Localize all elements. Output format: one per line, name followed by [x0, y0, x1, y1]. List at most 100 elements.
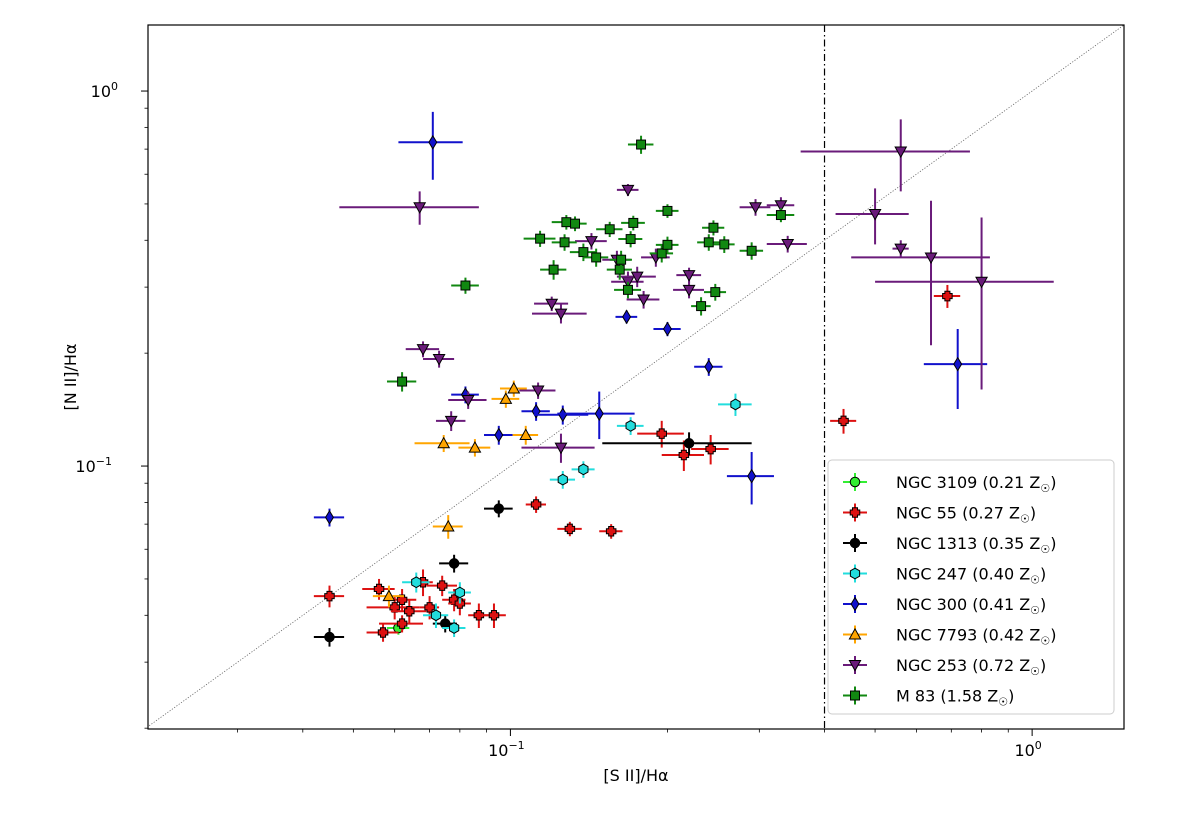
data-point [676, 267, 702, 283]
data-point [313, 627, 345, 647]
point-marker [894, 146, 908, 159]
point-marker [704, 359, 714, 375]
legend-entry: NGC 7793 (0.42 Z☉) [843, 625, 1056, 648]
point-marker [396, 618, 408, 629]
data-point [448, 391, 487, 409]
point-marker [621, 184, 635, 197]
data-point [739, 199, 771, 216]
data-point [525, 496, 546, 513]
point-marker [894, 243, 908, 256]
point-marker [749, 202, 762, 214]
data-point [540, 260, 567, 280]
point-marker [622, 309, 632, 325]
data-point [691, 435, 729, 465]
data-points [313, 111, 1054, 647]
point-marker [396, 594, 408, 606]
data-point [739, 242, 764, 260]
data-point [458, 439, 491, 457]
data-point [713, 236, 735, 253]
point-marker [953, 356, 963, 372]
data-point [697, 234, 720, 251]
point-marker [868, 209, 882, 221]
legend-label: NGC 300 (0.41 Z☉) [896, 595, 1046, 617]
series-ngc-247 [402, 393, 752, 638]
point-marker [377, 627, 389, 638]
point-marker [324, 631, 335, 643]
data-point [602, 432, 752, 456]
data-point [484, 500, 513, 518]
data-point [402, 572, 430, 593]
data-point [523, 230, 556, 247]
data-point [704, 283, 727, 301]
point-marker [436, 580, 448, 591]
series-ngc-300 [313, 111, 988, 527]
data-point [339, 191, 479, 225]
data-point [875, 217, 1054, 390]
point-marker [703, 237, 714, 248]
point-marker [554, 308, 568, 321]
data-point [575, 233, 607, 250]
point-marker [373, 583, 385, 595]
point-marker [636, 139, 647, 150]
data-point [702, 220, 725, 236]
point-marker [625, 419, 636, 432]
x-axis-label: [S II]/Hα [603, 766, 668, 785]
legend-marker [849, 476, 861, 488]
point-marker [585, 236, 598, 248]
data-point [627, 135, 654, 154]
point-marker [708, 222, 719, 233]
data-point [484, 425, 513, 445]
legend-marker [849, 567, 861, 580]
point-marker [448, 558, 460, 569]
point-marker [705, 443, 716, 455]
legend-label: NGC 247 (0.40 Z☉) [896, 565, 1046, 587]
point-marker [656, 428, 667, 439]
data-point [313, 585, 345, 608]
point-marker [545, 298, 559, 311]
point-marker [559, 237, 570, 248]
point-marker [628, 217, 639, 228]
point-marker [616, 254, 627, 265]
legend-label: NGC 1313 (0.35 Z☉) [896, 534, 1056, 556]
data-point [766, 235, 807, 253]
point-marker [324, 590, 335, 602]
point-marker [444, 415, 458, 428]
data-point [933, 284, 961, 308]
data-point [614, 281, 642, 299]
data-point [379, 615, 424, 633]
point-marker [747, 468, 757, 484]
plot-frame [147, 24, 1125, 730]
legend-marker [850, 690, 860, 701]
point-marker [710, 287, 721, 298]
data-point [549, 471, 576, 489]
point-marker [411, 576, 422, 589]
series-ngc-1313 [313, 432, 752, 647]
data-point [923, 328, 988, 409]
point-marker [838, 415, 849, 427]
point-marker [678, 449, 690, 461]
data-point [616, 266, 656, 288]
point-marker [942, 290, 953, 302]
data-point [481, 603, 506, 628]
data-point [673, 281, 705, 299]
legend-box [827, 459, 1115, 715]
point-marker [437, 436, 451, 449]
data-point [432, 515, 463, 539]
data-point [583, 248, 609, 267]
point-marker [625, 234, 636, 245]
data-point [398, 111, 463, 180]
point-marker [605, 526, 617, 537]
point-marker [924, 252, 938, 265]
data-point [649, 244, 674, 263]
data-point [551, 234, 577, 251]
data-point [661, 440, 705, 472]
legend-label: NGC 7793 (0.42 Z☉) [896, 626, 1056, 648]
point-marker [507, 381, 521, 394]
point-marker [719, 239, 730, 250]
point-marker [454, 586, 465, 599]
data-point [521, 433, 595, 463]
point-marker [604, 224, 615, 235]
data-point [615, 309, 638, 325]
data-point [571, 461, 595, 478]
